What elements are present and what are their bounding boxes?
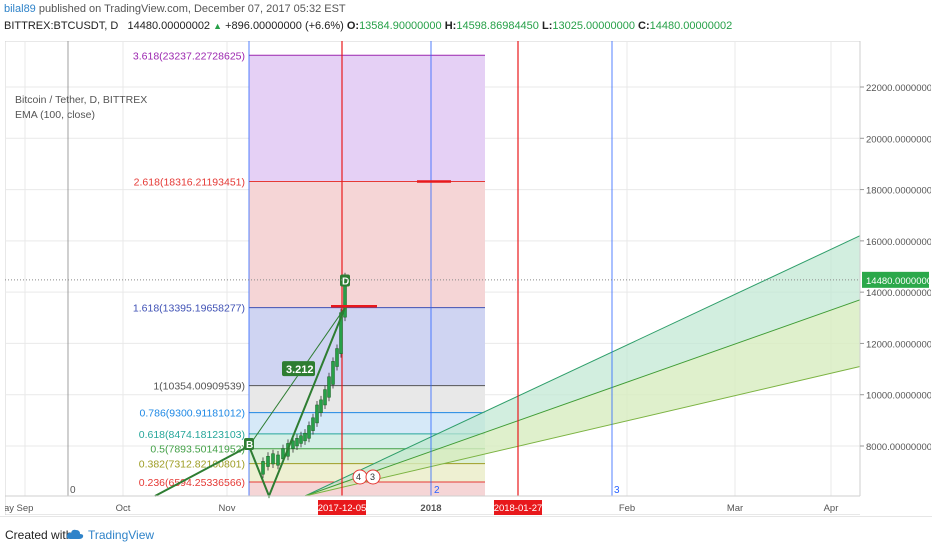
- fib-band: [249, 181, 485, 308]
- fan-line: [304, 366, 861, 497]
- tradingview-brand[interactable]: TradingView: [88, 528, 155, 542]
- cycle-label: 2: [434, 485, 440, 496]
- time-highlight-tag: [494, 500, 542, 515]
- price-chart[interactable]: 3.618(23237.22728625) 2.618(18316.2119345…: [5, 41, 931, 515]
- price-tick-label: 10000.00000000: [866, 391, 931, 402]
- candle-body: [327, 376, 331, 398]
- time-tick-label: Sep: [17, 503, 34, 514]
- candle-body: [319, 399, 323, 413]
- time-tick-label: 2018: [420, 503, 441, 514]
- candle-body: [266, 456, 270, 467]
- cycle-label: 0: [70, 485, 76, 496]
- fib-band: [249, 55, 485, 182]
- point-d-label: D: [342, 276, 349, 287]
- time-highlight-label: 2017-12-05: [318, 503, 367, 514]
- time-tick-label: May: [5, 503, 14, 514]
- price-tick-label: 18000.00000000: [866, 186, 931, 197]
- author-link[interactable]: bilal89: [4, 3, 36, 15]
- publish-info: bilal89 published on TradingView.com, De…: [4, 3, 346, 15]
- chart-legend: Bitcoin / Tether, D, BITTREX EMA (100, c…: [15, 93, 147, 123]
- harmonic-pattern-line: [154, 307, 346, 499]
- last-price-tag-label: 14480.00000002: [866, 276, 931, 287]
- fib-level-label: 3.618(23237.22728625): [133, 50, 245, 62]
- ticker: BITTREX:BTCUSDT, D: [4, 20, 119, 32]
- price-tick-label: 20000.00000000: [866, 134, 931, 145]
- candle-body: [331, 361, 335, 385]
- fib-band: [249, 482, 485, 496]
- price-tick-label: 14000.00000000: [866, 288, 931, 299]
- price-tick-label: 12000.00000000: [866, 339, 931, 350]
- candle-body: [303, 432, 307, 442]
- close-label: C:: [638, 20, 650, 32]
- fib-level-label: 0.382(7312.82160801): [139, 459, 245, 471]
- publish-text: published on TradingView.com, December 0…: [38, 3, 346, 15]
- chart-area[interactable]: 3.618(23237.22728625) 2.618(18316.2119345…: [5, 41, 931, 515]
- candle-body: [315, 404, 319, 424]
- candle-body: [335, 348, 339, 367]
- fib-level-label: 1.618(13395.19658277): [133, 303, 245, 315]
- price-tick-label: 8000.00000000: [866, 442, 931, 453]
- close-value: 14480.00000002: [649, 20, 733, 32]
- ratio-badge: [282, 361, 315, 377]
- candle-body: [323, 389, 327, 406]
- high-label: H:: [444, 20, 457, 32]
- candle-body: [311, 417, 315, 431]
- tradingview-cloud-icon: [66, 529, 84, 539]
- price-tick-label: 22000.00000000: [866, 83, 931, 94]
- open-value: 13584.90000000: [359, 20, 442, 32]
- time-highlight-tag: [318, 500, 366, 515]
- low-value: 13025.00000000: [552, 20, 635, 32]
- candle-body: [307, 425, 311, 439]
- time-highlight-label: 2018-01-27: [494, 503, 543, 514]
- point-b-label: B: [246, 440, 253, 451]
- ohlc-bar: BITTREX:BTCUSDT, D 14480.00000002 ▲ +896…: [4, 20, 732, 32]
- low-label: L:: [541, 20, 553, 32]
- last-price: 14480.00000002: [127, 20, 211, 32]
- event-marker-label: 4: [356, 472, 361, 482]
- time-tick-label: Oct: [116, 503, 131, 514]
- fan-line: [304, 299, 861, 497]
- candle-body: [291, 440, 295, 449]
- ratio-label: 3.212: [286, 364, 314, 376]
- harmonic-pattern-line: [248, 307, 346, 447]
- candle-body: [271, 453, 275, 465]
- created-with-text: Created with: [5, 528, 73, 542]
- price-tick-label: 16000.00000000: [866, 237, 931, 248]
- time-tick-label: Feb: [619, 503, 635, 514]
- fib-band: [249, 385, 485, 413]
- up-arrow-icon: ▲: [213, 21, 223, 31]
- open-label: O:: [346, 20, 360, 32]
- fib-level-label: 0.236(6594.25336566): [139, 477, 245, 489]
- chart-header: bilal89 published on TradingView.com, De…: [0, 0, 932, 40]
- fib-level-label: 1(10354.00909539): [153, 381, 245, 393]
- candle-body: [276, 454, 280, 466]
- fib-level-label: 0.786(9300.91181012): [140, 408, 245, 420]
- time-tick-label: Nov: [219, 503, 236, 514]
- last-price-tag: [862, 271, 929, 288]
- point-b-badge: [244, 438, 254, 450]
- event-marker: [365, 469, 381, 485]
- cycle-label: 3: [614, 485, 620, 496]
- high-value: 14598.86984450: [456, 20, 539, 32]
- time-tick-label: Apr: [824, 503, 839, 514]
- fib-level-label: 2.618(18316.21193451): [134, 176, 245, 188]
- fib-level-label: 0.5(7893.50141952): [150, 444, 245, 456]
- price-change: +896.00000000 (+6.6%): [225, 20, 344, 32]
- footer: Created with TradingView: [0, 516, 932, 551]
- candle-body: [261, 461, 265, 475]
- time-tick-label: Mar: [727, 503, 743, 514]
- point-d-badge: [340, 274, 350, 287]
- fib-level-label: 0.618(8474.18123103): [139, 429, 245, 441]
- event-marker-label: 3: [370, 472, 375, 482]
- series-title: Bitcoin / Tether, D, BITTREX: [15, 94, 148, 106]
- candle-body: [299, 435, 303, 444]
- fan-line: [304, 235, 861, 497]
- candle-body: [295, 438, 299, 447]
- indicator-label[interactable]: EMA (100, close): [15, 109, 95, 121]
